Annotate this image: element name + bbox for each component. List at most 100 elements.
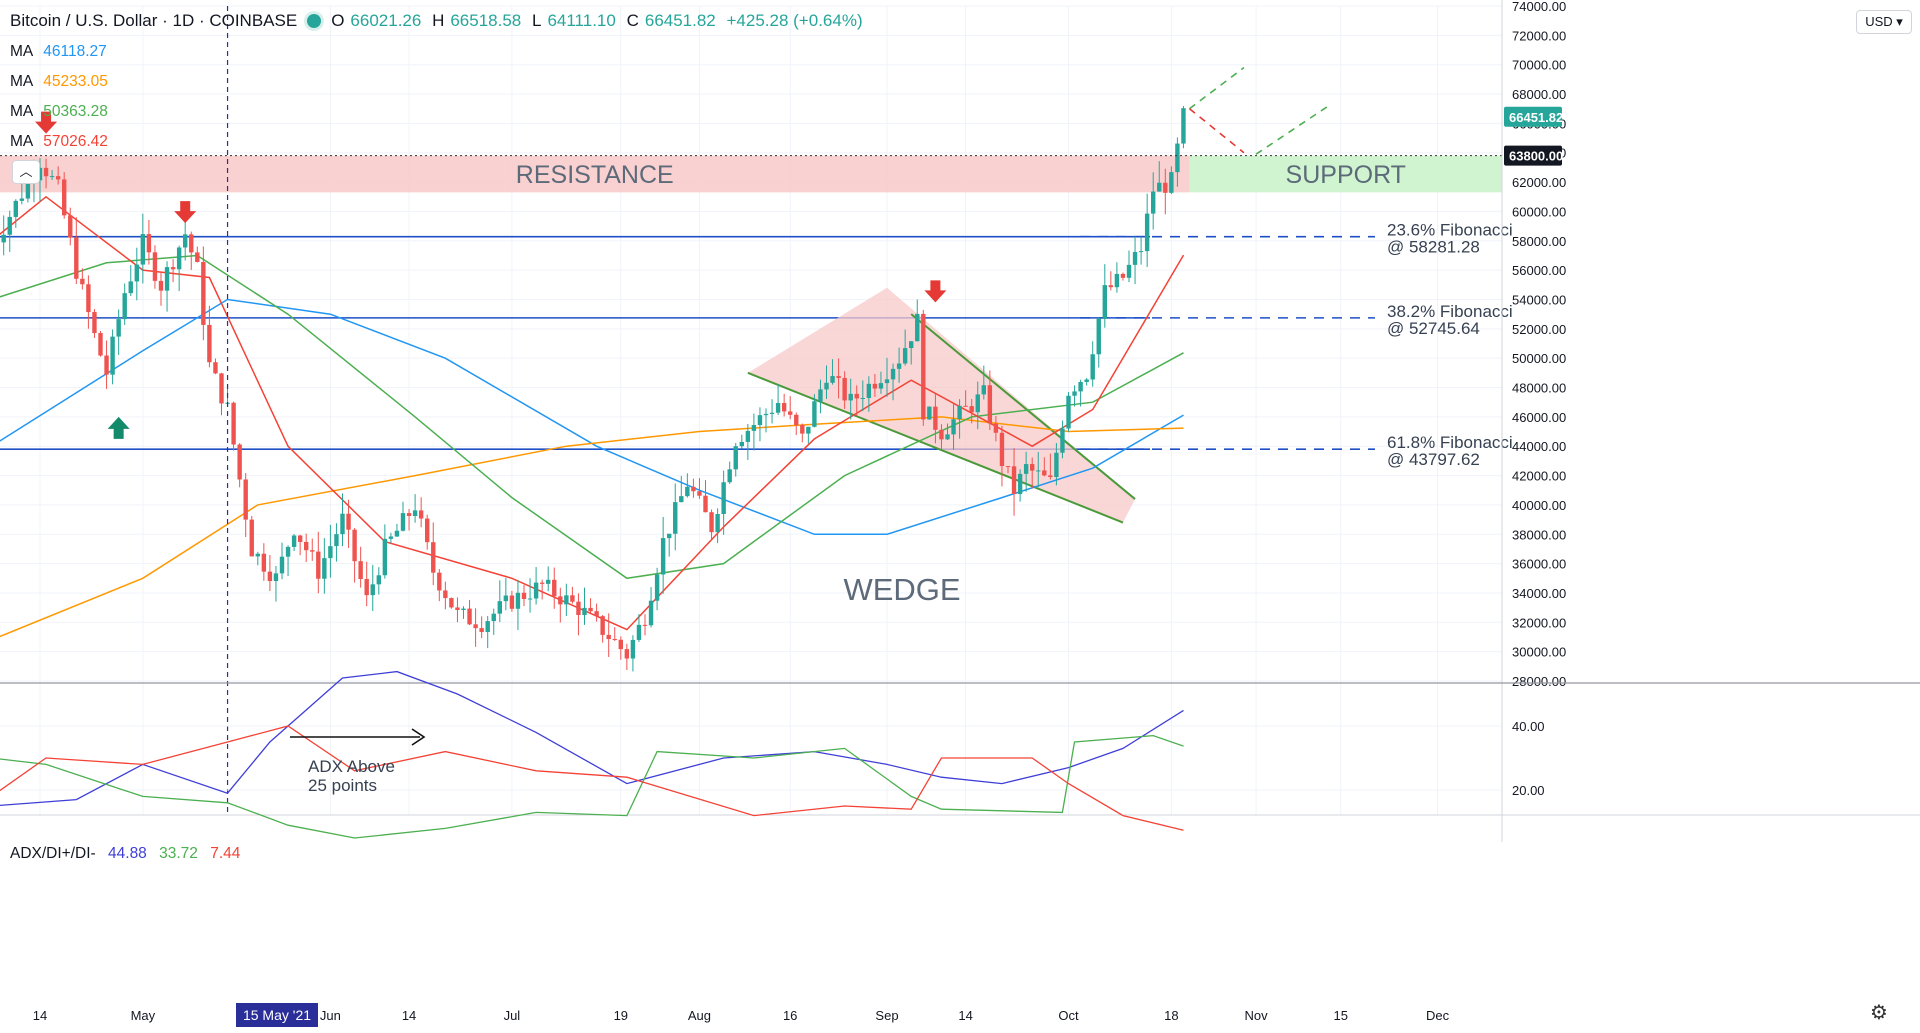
time-tick-label: Jun xyxy=(320,1008,341,1023)
candle-body xyxy=(648,600,654,626)
candle-body xyxy=(957,405,962,420)
adx-tick-label: 40.00 xyxy=(1512,719,1545,734)
candle-body xyxy=(134,264,139,282)
ma-row-2[interactable]: MA 45233.05 xyxy=(10,73,108,91)
candle-body xyxy=(745,430,751,442)
time-tick-label: Nov xyxy=(1244,1008,1268,1023)
candle-body xyxy=(987,385,993,424)
adx-legend: ADX/DI+/DI- 44.88 33.72 7.44 xyxy=(10,845,248,863)
fibonacci-label: 61.8% Fibonacci xyxy=(1387,433,1513,452)
candle-body xyxy=(237,444,242,480)
candle-body xyxy=(703,495,708,513)
wedge-upper-line xyxy=(910,313,1136,500)
price-tick-label: 42000.00 xyxy=(1512,469,1566,484)
candle-body xyxy=(1023,464,1029,474)
high-value: 66518.58 xyxy=(450,11,522,30)
candle-body xyxy=(37,167,43,181)
ma-row-1[interactable]: MA 46118.27 xyxy=(10,43,107,61)
candle-body xyxy=(273,573,279,582)
candle-body xyxy=(479,628,484,632)
candle-body xyxy=(993,423,999,433)
candle-body xyxy=(255,553,260,557)
candle-body xyxy=(370,584,375,596)
candle-body xyxy=(7,216,12,235)
projection-line xyxy=(1189,66,1245,110)
price-tag-label: 63800.00 xyxy=(1509,149,1563,164)
candle-body xyxy=(1011,466,1017,495)
candle-body xyxy=(267,571,273,582)
wedge-lower-line xyxy=(747,371,1124,524)
candle-body xyxy=(1030,464,1035,471)
candle-body xyxy=(630,639,636,659)
candle-body xyxy=(1144,213,1150,252)
candle-body xyxy=(854,393,859,399)
candle-body xyxy=(781,403,787,412)
candle-body xyxy=(975,394,980,413)
price-tick-label: 56000.00 xyxy=(1512,263,1566,278)
candle-body xyxy=(812,401,817,427)
ohlc-values: O 66021.26 H 66518.58 L 64111.10 C 66451.82 … xyxy=(331,11,868,31)
candle-body xyxy=(201,261,206,325)
candle-body xyxy=(769,412,775,414)
candle-body xyxy=(297,535,303,542)
price-tick-label: 40000.00 xyxy=(1512,498,1566,513)
candle-body xyxy=(521,592,527,600)
candle-body xyxy=(1017,473,1023,495)
price-tick-label: 72000.00 xyxy=(1512,28,1566,43)
time-tick-label: 16 xyxy=(783,1008,797,1023)
candle-body xyxy=(304,541,309,551)
candle-body xyxy=(818,389,823,402)
candle-body xyxy=(558,596,563,605)
currency-button[interactable]: USD ▾ xyxy=(1856,10,1912,34)
time-tick-label: Jul xyxy=(504,1008,521,1023)
candle-body xyxy=(358,561,363,579)
candle-body xyxy=(418,510,424,519)
candle-body xyxy=(140,234,146,265)
arrow-up-icon xyxy=(107,416,130,439)
candle-body xyxy=(685,486,690,497)
price-tick-label: 34000.00 xyxy=(1512,586,1566,601)
chevron-up-icon[interactable]: ︿ xyxy=(12,160,40,184)
candle-body xyxy=(872,383,878,389)
candle-body xyxy=(74,237,79,279)
candle-body xyxy=(1084,379,1089,383)
ma-row-3[interactable]: MA 50363.28 xyxy=(10,103,108,121)
candle-body xyxy=(80,278,85,285)
gear-icon[interactable]: ⚙ xyxy=(1870,1002,1888,1024)
crosshair-date-label: 15 May '21 xyxy=(236,1003,318,1027)
candle-body xyxy=(49,176,55,178)
candle-body xyxy=(1102,285,1107,319)
candle-body xyxy=(1126,264,1132,278)
open-label: O xyxy=(331,11,345,30)
candle-body xyxy=(376,575,381,585)
candle-body xyxy=(467,608,472,625)
ma-row-4[interactable]: MA 57026.42 xyxy=(10,133,108,151)
candles xyxy=(1,106,1186,672)
candle-body xyxy=(406,513,412,516)
candle-body xyxy=(515,592,521,609)
close-value: 66451.82 xyxy=(644,11,716,30)
candle-body xyxy=(1163,182,1168,193)
ma-label: MA xyxy=(10,103,34,120)
price-tag xyxy=(1504,145,1562,166)
price-tick-label: 48000.00 xyxy=(1512,381,1566,396)
candle-body xyxy=(158,280,164,291)
price-tick-label: 62000.00 xyxy=(1512,175,1566,190)
candle-body xyxy=(1054,452,1059,477)
candle-body xyxy=(261,553,267,572)
candle-body xyxy=(600,616,605,635)
candle-body xyxy=(176,247,182,270)
candle-body xyxy=(751,425,757,431)
candle-body xyxy=(775,403,781,413)
candle-body xyxy=(715,514,720,533)
candle-body xyxy=(55,176,61,180)
candle-body xyxy=(316,551,321,579)
open-value: 66021.26 xyxy=(350,11,422,30)
candle-body xyxy=(624,649,630,659)
candle-body xyxy=(1175,143,1180,173)
candle-body xyxy=(183,234,188,248)
fibonacci-value: @ 58281.28 xyxy=(1387,238,1480,257)
candle-body xyxy=(836,376,841,378)
